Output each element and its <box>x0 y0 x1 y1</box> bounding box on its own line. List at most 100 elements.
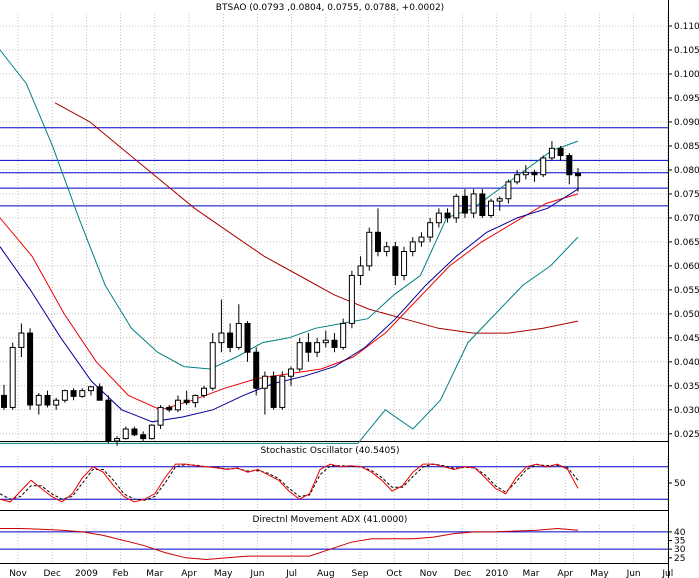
candle-body-5 <box>44 394 51 406</box>
x-tick-label-2: 2009 <box>75 569 98 578</box>
stochastic-signal-line <box>0 463 579 501</box>
candle-body-49 <box>427 222 434 238</box>
x-tick-label-12: Nov <box>420 569 438 578</box>
y-tick-label-14: 0.040 <box>674 358 699 368</box>
adx-line <box>0 527 579 561</box>
candle-body-65 <box>566 155 573 176</box>
stochastic-lines <box>0 463 579 503</box>
candle-body-17 <box>148 424 155 440</box>
price-horizontal-levels <box>0 127 668 207</box>
candle-body-33 <box>288 368 294 377</box>
adx-horizontal-levels <box>0 531 668 550</box>
candle-body-28 <box>244 322 251 353</box>
y-tick-label-15: 0.035 <box>674 382 699 392</box>
adx-y-tick-label-1: 35 <box>674 537 685 547</box>
stochastic-y-tick-label-0: 50 <box>674 479 686 489</box>
candle-body-32 <box>279 375 286 408</box>
candle-body-26 <box>227 332 234 348</box>
candle-body-3 <box>27 332 34 406</box>
candle-body-40 <box>348 274 355 324</box>
stochastic-grid <box>17 456 669 510</box>
candle-body-8 <box>70 390 77 397</box>
candle-body-11 <box>96 386 103 401</box>
candle-body-53 <box>461 195 468 214</box>
x-axis: Nov Dec 2009 Feb Mar Apr May Jun Jul Aug Sep Oct Nov… <box>9 569 673 578</box>
candle-body-57 <box>496 198 503 202</box>
candle-body-37 <box>322 339 329 344</box>
candle-body-46 <box>401 250 408 276</box>
candle-body-56 <box>488 200 495 217</box>
x-tick-label-9: Aug <box>317 569 335 578</box>
long-moving-average-line <box>54 102 579 334</box>
candle-body-45 <box>392 246 399 276</box>
y-tick-label-5: 0.085 <box>674 142 699 152</box>
adx-grid <box>17 525 669 563</box>
y-tick-label-16: 0.030 <box>674 406 699 416</box>
y-tick-label-4: 0.090 <box>674 118 699 128</box>
candle-body-25 <box>218 332 225 344</box>
stochastic-horizontal-levels <box>0 466 668 500</box>
candle-body-2 <box>18 332 25 348</box>
candle-body-66 <box>575 172 581 177</box>
x-tick-label-3: Feb <box>113 569 129 578</box>
candle-body-35 <box>305 342 312 353</box>
x-tick-label-19: Jul <box>661 569 673 578</box>
candle-body-24 <box>209 342 216 389</box>
y-tick-label-10: 0.060 <box>674 262 699 272</box>
y-tick-label-3: 0.095 <box>674 94 699 104</box>
candle-body-48 <box>418 236 425 243</box>
candle-body-34 <box>296 342 303 370</box>
candle-body-42 <box>366 231 373 267</box>
candle-body-23 <box>201 387 208 396</box>
y-tick-label-2: 0.100 <box>674 70 699 80</box>
candle-body-0 <box>1 394 7 408</box>
x-tick-label-1: Dec <box>43 569 60 578</box>
y-tick-label-13: 0.045 <box>674 334 699 344</box>
y-tick-label-12: 0.050 <box>674 310 699 320</box>
candle-body-59 <box>514 174 521 183</box>
candle-body-50 <box>435 212 442 224</box>
x-tick-label-14: 2010 <box>485 569 508 578</box>
candle-body-61 <box>531 171 538 176</box>
price-candles <box>1 141 581 446</box>
price-y-axis: 0.110 0.105 0.100 0.095 0.090 0.085 0.080 0.075… <box>668 22 699 440</box>
candle-body-38 <box>331 339 338 348</box>
bollinger-lower-band-line <box>0 236 579 444</box>
adx-y-tick-label-0: 40 <box>674 528 686 538</box>
candle-body-30 <box>261 375 268 389</box>
candle-body-31 <box>270 375 277 408</box>
candle-body-36 <box>314 342 321 353</box>
candle-body-21 <box>183 399 190 404</box>
stochastic-k-line <box>0 463 579 503</box>
candle-body-60 <box>522 171 529 176</box>
adx-panel-title: Directnl Movement ADX (41.0000) <box>253 515 408 525</box>
candle-body-6 <box>53 399 60 406</box>
candle-body-47 <box>409 241 416 252</box>
candle-body-14 <box>122 428 129 440</box>
candle-body-27 <box>235 322 242 348</box>
adx-y-tick-label-3: 25 <box>674 554 685 564</box>
candle-body-55 <box>479 193 486 217</box>
y-tick-label-17: 0.025 <box>674 430 699 440</box>
candle-body-41 <box>357 265 364 276</box>
x-tick-label-15: Mar <box>523 569 540 578</box>
x-tick-label-13: Dec <box>454 569 471 578</box>
y-tick-label-9: 0.065 <box>674 238 699 248</box>
candle-body-22 <box>192 394 199 404</box>
candle-body-19 <box>166 406 173 411</box>
x-tick-label-16: Apr <box>557 569 573 578</box>
x-tick-label-10: Sep <box>352 569 369 578</box>
candle-body-9 <box>79 390 86 397</box>
candle-body-39 <box>340 322 347 348</box>
candle-body-16 <box>140 434 147 440</box>
candle-body-43 <box>374 231 381 252</box>
candle-body-10 <box>87 386 94 392</box>
y-tick-label-7: 0.075 <box>674 190 699 200</box>
stochastic-panel-title: Stochastic Oscillator (40.5405) <box>260 446 399 456</box>
price-panel-title: BTSAO (0.0793 ,0.0804, 0.0755, 0.0788, +… <box>216 3 444 13</box>
candle-body-7 <box>61 390 68 401</box>
candle-body-15 <box>131 428 138 436</box>
candle-body-58 <box>505 181 512 200</box>
